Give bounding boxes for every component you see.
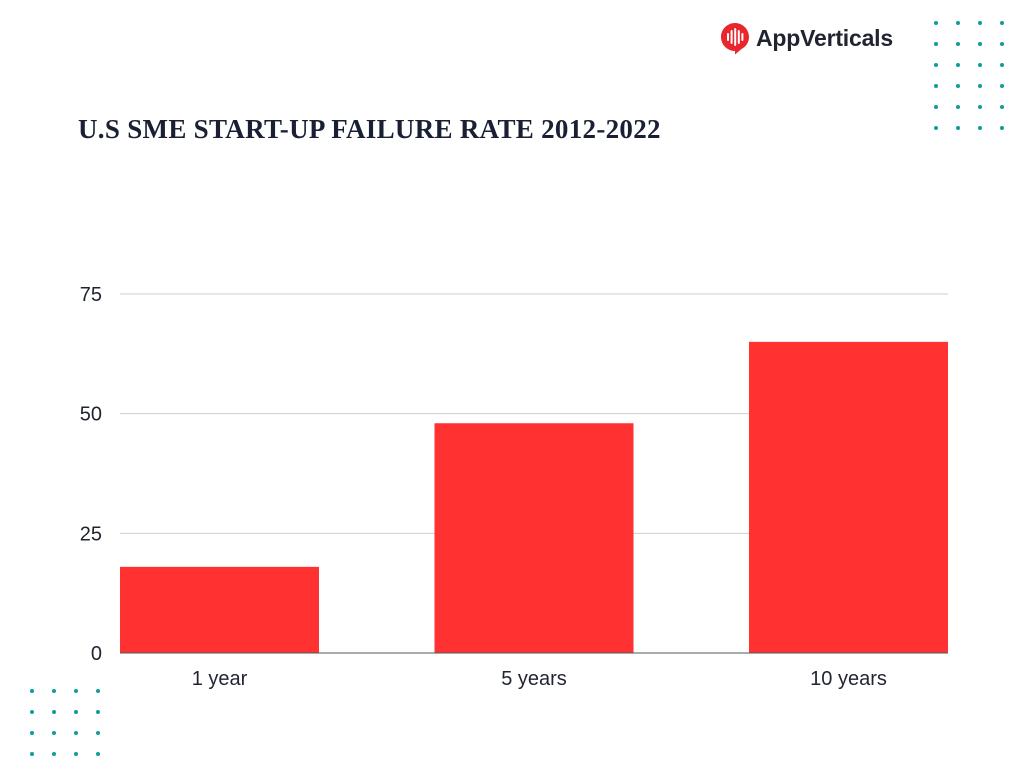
y-tick-label: 75 (80, 284, 102, 306)
y-tick-label: 0 (91, 643, 102, 665)
bar-1-year (120, 566, 319, 653)
x-tick-label: 1 year (192, 668, 248, 690)
brand-name: AppVerticals (756, 24, 893, 51)
brand-logo: AppVerticals (720, 20, 893, 56)
chart-title: U.S SME START-UP FAILURE RATE 2012-2022 (78, 114, 661, 144)
decorative-dot-grid-top (934, 21, 1004, 130)
bar-10-years (749, 341, 948, 653)
app-verticals-logo-icon (721, 22, 749, 54)
x-tick-label: 10 years (810, 668, 887, 690)
y-tick-label: 25 (80, 523, 102, 545)
decorative-dot-grid-bottom (30, 689, 100, 756)
x-tick-label: 5 years (501, 668, 567, 690)
bar-5-years (434, 423, 634, 653)
y-tick-label: 50 (80, 404, 102, 426)
tick-labels: 0 25 50 75 1 year 5 years 10 years (80, 284, 887, 690)
bars (120, 341, 948, 653)
